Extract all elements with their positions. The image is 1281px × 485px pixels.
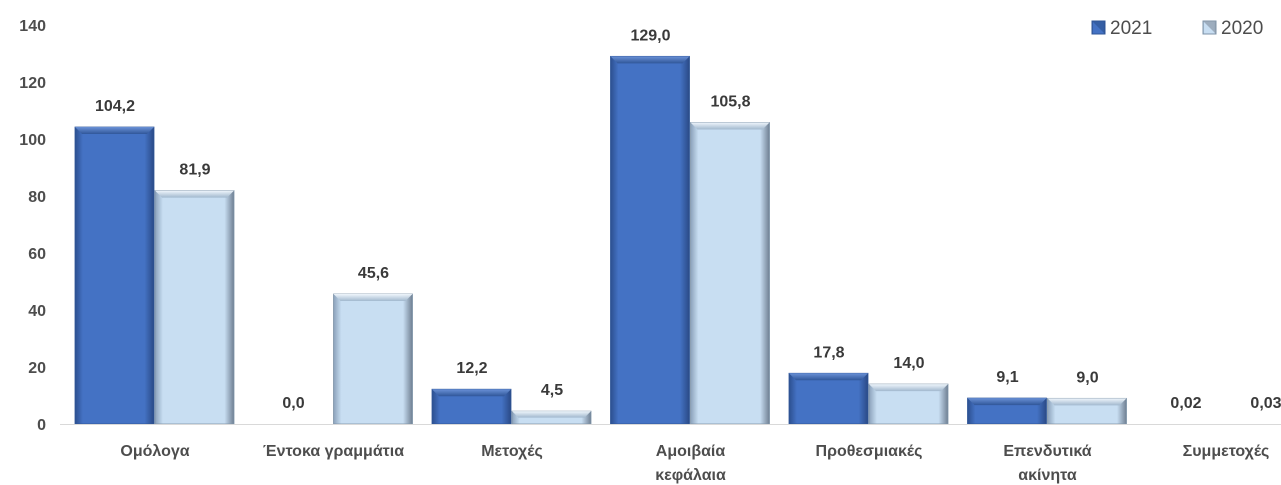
data-label-2020: 9,0 — [1076, 369, 1098, 386]
bar-2020 — [333, 293, 413, 425]
bar-top-bevel — [610, 56, 690, 64]
data-label-2020: 4,5 — [541, 382, 563, 399]
data-label-2021: 0,0 — [282, 395, 304, 412]
y-tick-label: 80 — [28, 189, 46, 206]
category-label: Επενδυτικά ακίνητα — [1003, 443, 1091, 484]
bar-top-bevel — [512, 411, 591, 418]
bars-layer — [74, 55, 1127, 425]
y-tick-label: 140 — [19, 18, 46, 35]
data-labels-layer: 104,2 81,9 0,0 45,6 12,2 4,5 129,0 105,8 17,8 14,… — [95, 27, 1281, 412]
category-label: Ομόλογα — [120, 443, 189, 460]
legend-swatch-shade — [1092, 21, 1105, 34]
category-label: Προθεσμιακές — [816, 443, 923, 460]
bar-2020 — [154, 190, 235, 425]
bar-top-bevel — [333, 294, 413, 302]
legend: 2021 2020 — [1091, 18, 1263, 39]
data-label-2021: 17,8 — [813, 344, 844, 361]
data-label-2021: 104,2 — [95, 98, 135, 115]
data-label-2020: 45,6 — [358, 265, 389, 282]
data-label-2020: 14,0 — [893, 355, 924, 372]
y-tick-label: 100 — [19, 132, 46, 149]
data-label-2020: 105,8 — [710, 93, 750, 110]
category-label: Μετοχές — [481, 443, 543, 460]
y-axis: 0 20 40 60 80 100 120 140 — [19, 18, 46, 434]
y-tick-label: 120 — [19, 75, 46, 92]
bar-top-bevel — [1047, 398, 1127, 406]
category-label: Αμοιβαία κεφάλαια — [655, 443, 726, 484]
bar-2021 — [788, 372, 869, 425]
bar-top-bevel — [690, 122, 770, 130]
data-label-2021: 9,1 — [996, 369, 1018, 386]
data-label-2020: 0,03 — [1250, 395, 1281, 412]
legend-label-2021: 2021 — [1110, 18, 1152, 39]
legend-swatch-shade — [1203, 21, 1216, 34]
bar-2021 — [74, 126, 155, 425]
y-tick-label: 0 — [37, 417, 46, 434]
category-label: Έντοκα γραμμάτια — [263, 443, 404, 460]
legend-label-2020: 2020 — [1221, 18, 1263, 39]
data-label-2021: 129,0 — [630, 27, 670, 44]
y-tick-label: 20 — [28, 360, 46, 377]
data-label-2020: 81,9 — [179, 162, 210, 179]
y-tick-label: 40 — [28, 303, 46, 320]
bar-top-bevel — [967, 398, 1047, 406]
bar-top-bevel — [789, 373, 868, 381]
data-label-2021: 0,02 — [1170, 395, 1201, 412]
bar-top-bevel — [155, 190, 234, 198]
category-label: Συμμετοχές — [1183, 443, 1270, 460]
bar-2021 — [610, 55, 690, 425]
bar-2020 — [690, 122, 770, 425]
bar-top-bevel — [432, 389, 511, 397]
bar-top-bevel — [75, 127, 154, 135]
y-tick-label: 60 — [28, 246, 46, 263]
data-label-2021: 12,2 — [456, 360, 487, 377]
bar-top-bevel — [869, 384, 948, 392]
x-axis: Ομόλογα Έντοκα γραμμάτια Μετοχές Αμοιβαία κε… — [60, 424, 1281, 484]
